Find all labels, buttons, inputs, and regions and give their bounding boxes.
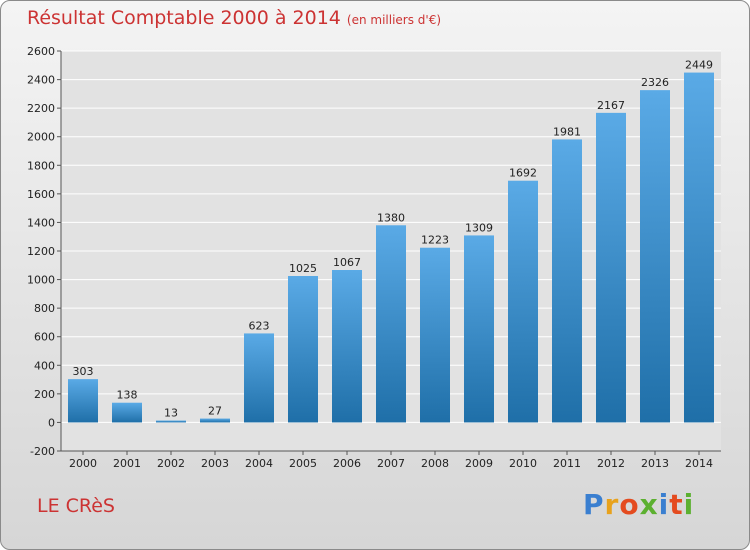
logo-letter: P — [583, 488, 605, 521]
logo-letter: t — [669, 488, 684, 521]
data-label: 2326 — [641, 76, 669, 89]
bar — [508, 180, 538, 423]
y-tick-label: 1600 — [27, 188, 55, 201]
x-tick-label: 2001 — [113, 457, 141, 470]
y-tick-label: -200 — [30, 445, 55, 458]
data-label: 623 — [249, 319, 270, 332]
x-tick-label: 2004 — [245, 457, 273, 470]
y-tick-label: 400 — [34, 359, 55, 372]
y-tick-label: 200 — [34, 388, 55, 401]
data-label: 303 — [73, 365, 94, 378]
data-label: 2449 — [685, 59, 713, 72]
x-tick-label: 2000 — [69, 457, 97, 470]
data-label: 13 — [164, 407, 178, 420]
y-tick-label: 1200 — [27, 245, 55, 258]
logo-letter: r — [604, 488, 620, 521]
x-tick-label: 2013 — [641, 457, 669, 470]
data-label: 1223 — [421, 234, 449, 247]
proxiti-logo: Proxiti — [583, 488, 694, 521]
data-label: 1067 — [333, 256, 361, 269]
logo-letter: o — [619, 488, 640, 521]
y-tick-label: 0 — [48, 416, 55, 429]
y-tick-label: 2000 — [27, 131, 55, 144]
data-label: 1025 — [289, 262, 317, 275]
y-tick-label: 600 — [34, 331, 55, 344]
y-tick-label: 2400 — [27, 74, 55, 87]
x-tick-label: 2010 — [509, 457, 537, 470]
bar — [68, 379, 98, 423]
bar — [288, 276, 318, 423]
y-tick-label: 1400 — [27, 216, 55, 229]
bar — [112, 402, 142, 423]
bar — [596, 112, 626, 423]
y-tick-label: 1000 — [27, 274, 55, 287]
bar — [332, 270, 362, 423]
x-tick-label: 2009 — [465, 457, 493, 470]
bar — [376, 225, 406, 423]
data-label: 1692 — [509, 167, 537, 180]
x-tick-label: 2005 — [289, 457, 317, 470]
y-tick-label: 2200 — [27, 102, 55, 115]
y-tick-label: 2600 — [27, 45, 55, 58]
chart-title-text: Résultat Comptable 2000 à 2014 — [27, 7, 341, 29]
x-tick-label: 2008 — [421, 457, 449, 470]
x-tick-label: 2003 — [201, 457, 229, 470]
data-label: 2167 — [597, 99, 625, 112]
bar — [156, 420, 186, 423]
bar — [552, 139, 582, 423]
x-tick-label: 2002 — [157, 457, 185, 470]
y-tick-label: 800 — [34, 302, 55, 315]
y-tick-label: 1800 — [27, 159, 55, 172]
data-labels: 303 138 13 27 623 1025 1067 1380 1223 1309 1692 198… — [73, 59, 714, 420]
logo-letter: i — [683, 488, 695, 521]
chart-subtitle: (en milliers d'€) — [346, 13, 442, 27]
bar — [464, 235, 494, 423]
x-tick-label: 2011 — [553, 457, 581, 470]
bar — [684, 72, 714, 423]
logo-letter: i — [658, 488, 670, 521]
data-label: 1380 — [377, 211, 405, 224]
bars — [68, 72, 714, 423]
bar — [420, 247, 450, 423]
chart-title: Résultat Comptable 2000 à 2014 (en millie… — [27, 7, 441, 29]
bar — [200, 418, 230, 423]
x-tick-label: 2014 — [685, 457, 713, 470]
bar — [640, 90, 670, 423]
x-tick-label: 2006 — [333, 457, 361, 470]
x-tick-label: 2012 — [597, 457, 625, 470]
place-name: LE CRèS — [37, 495, 115, 517]
logo-letter: x — [639, 488, 659, 521]
data-label: 1981 — [553, 125, 581, 138]
bar — [244, 333, 274, 423]
x-tick-label: 2007 — [377, 457, 405, 470]
data-label: 27 — [208, 405, 222, 418]
axes: -200 0 200 400 600 800 1000 1200 1400 1600 1800 200… — [27, 45, 721, 470]
data-label: 138 — [117, 389, 138, 402]
data-label: 1309 — [465, 221, 493, 234]
